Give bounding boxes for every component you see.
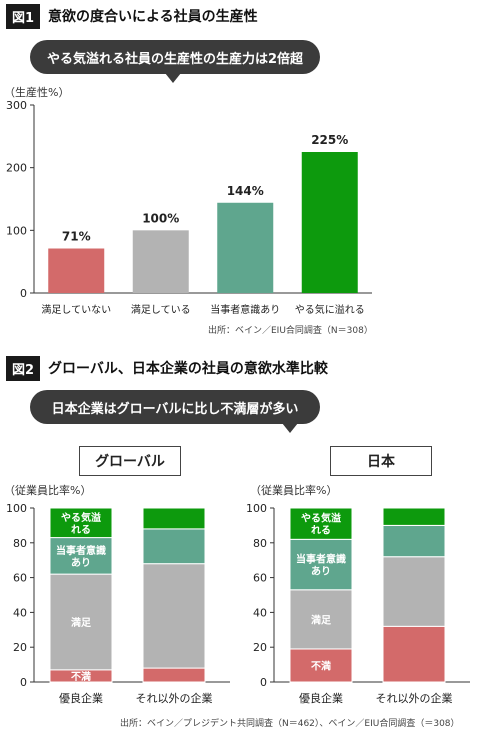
- fig2-source: 出所：ベイン／プレジデント共同調査（N＝462）、ベイン／EIU合同調査（＝30…: [120, 719, 460, 729]
- segment-label: やる気溢: [301, 512, 341, 525]
- segment-label: 不満: [71, 670, 91, 683]
- x-tick-label: それ以外の企業: [136, 691, 213, 705]
- y-tick-label: 20: [13, 641, 27, 654]
- fig1-unit: （生産性%）: [4, 86, 70, 99]
- stacked-segment: [142, 667, 206, 683]
- fig2-unit-left: （従業員比率%）: [4, 484, 92, 497]
- panel-label-japan: 日本: [330, 446, 432, 476]
- y-tick-label: 0: [20, 287, 27, 300]
- x-tick-label: 優良企業: [299, 691, 343, 705]
- fig1-callout: やる気溢れる社員の生産性の生産力は2倍超: [30, 40, 320, 83]
- fig2-callout-text: 日本企業はグローバルに比し不満層が多い: [51, 401, 299, 417]
- fig2-title: グローバル、日本企業の社員の意欲水準比較: [48, 361, 328, 377]
- bar: [48, 248, 105, 293]
- x-tick-label: 満足している: [131, 304, 191, 316]
- stacked-segment: [142, 507, 206, 530]
- y-tick-label: 40: [253, 606, 267, 619]
- x-tick-label: 優良企業: [59, 691, 103, 705]
- y-tick-label: 100: [6, 502, 27, 515]
- y-tick-label: 0: [20, 676, 27, 689]
- y-tick-label: 20: [253, 641, 267, 654]
- segment-label: 当事者意識: [56, 544, 106, 557]
- bar-value-label: 71%: [62, 230, 91, 244]
- x-tick-label: やる気に溢れる: [295, 303, 365, 316]
- bar: [301, 152, 358, 293]
- fig2-header: 図2 グローバル、日本企業の社員の意欲水準比較: [6, 355, 328, 381]
- stacked-segment: [49, 507, 113, 539]
- segment-label: 当事者意識: [296, 553, 346, 566]
- segment-label: やる気溢: [61, 511, 101, 524]
- stacked-segment: [382, 625, 446, 683]
- fig1-callout-tail: [165, 73, 181, 83]
- x-tick-label: それ以外の企業: [376, 691, 453, 705]
- panel-label-global: グローバル: [79, 446, 181, 476]
- stacked-segment: [289, 538, 353, 591]
- fig1-title: 意欲の度合いによる社員の生産性: [48, 9, 258, 25]
- fig1-callout-text: やる気溢れる社員の生産性の生産力は2倍超: [46, 51, 304, 67]
- segment-label: あり: [71, 556, 91, 569]
- y-tick-label: 300: [6, 99, 27, 112]
- segment-label: れる: [71, 524, 91, 536]
- fig1-tag: 図1: [6, 3, 41, 29]
- fig2-unit-right: （従業員比率%）: [250, 484, 338, 497]
- bar-value-label: 225%: [311, 133, 348, 147]
- stacked-segment: [382, 524, 446, 558]
- x-tick-label: 当事者意識あり: [210, 303, 280, 316]
- bar: [217, 202, 274, 293]
- y-tick-label: 60: [13, 572, 27, 585]
- y-tick-label: 60: [253, 572, 267, 585]
- panel-label-japan-text: 日本: [367, 454, 395, 470]
- fig1-chart: 0 100 200 300 71% 満足していない 100% 満足している 144% 当事者意識あ…: [6, 99, 372, 316]
- stacked-segment: [382, 507, 446, 526]
- stacked-segment: [289, 589, 353, 650]
- stacked-segment: [142, 528, 206, 565]
- fig2-callout: 日本企業はグローバルに比し不満層が多い: [30, 390, 320, 433]
- y-tick-label: 100: [246, 502, 267, 515]
- y-tick-label: 80: [13, 537, 27, 550]
- y-tick-label: 200: [6, 162, 27, 175]
- segment-label: 満足: [71, 616, 92, 629]
- y-tick-label: 0: [260, 676, 267, 689]
- stacked-segment: [382, 556, 446, 627]
- segment-label: 不満: [311, 659, 331, 672]
- segment-label: 満足: [311, 613, 332, 626]
- segment-label: れる: [311, 525, 331, 537]
- stacked-segment: [289, 507, 353, 540]
- y-tick-label: 80: [253, 537, 267, 550]
- bar-value-label: 100%: [142, 211, 179, 225]
- fig2-tag: 図2: [6, 355, 41, 381]
- panel-label-global-text: グローバル: [95, 454, 165, 470]
- y-tick-label: 100: [6, 224, 27, 237]
- segment-label: あり: [311, 565, 331, 578]
- fig1-source: 出所：ベイン／EIU合同調査（N＝308）: [208, 326, 373, 336]
- fig1-header: 図1 意欲の度合いによる社員の生産性: [6, 3, 258, 29]
- stacked-segment: [49, 573, 113, 671]
- y-tick-label: 40: [13, 606, 27, 619]
- bar: [132, 230, 189, 293]
- fig2-callout-tail: [282, 423, 298, 433]
- stacked-segment: [142, 563, 206, 669]
- bar-value-label: 144%: [227, 184, 264, 198]
- x-tick-label: 満足していない: [41, 304, 111, 316]
